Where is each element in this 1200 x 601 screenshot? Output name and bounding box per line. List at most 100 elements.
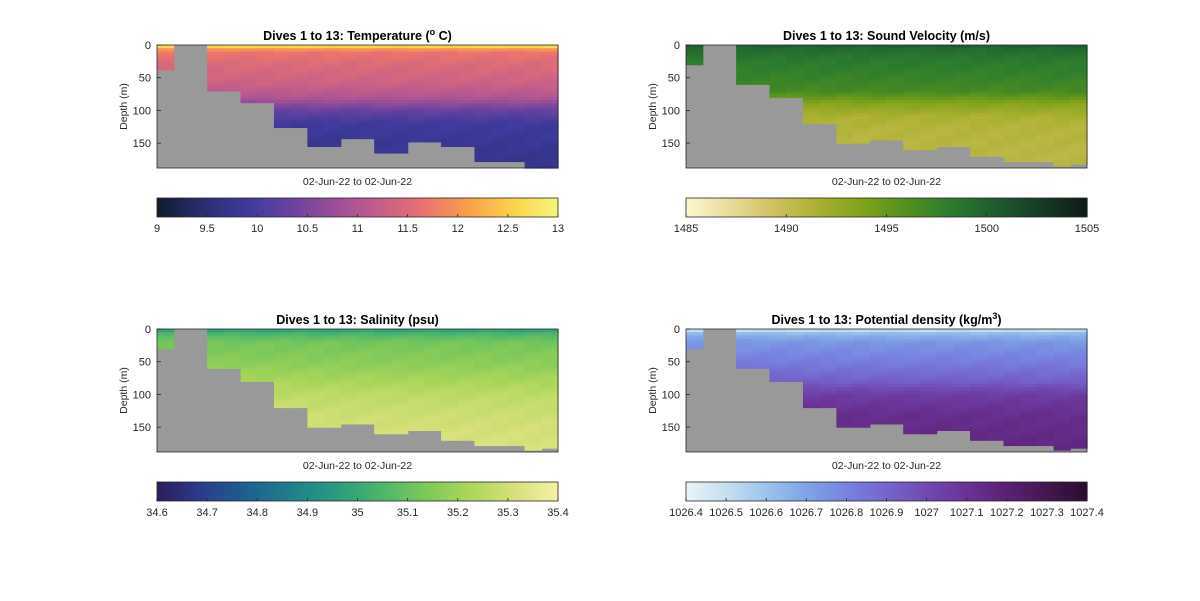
chart-title-main: Dives 1 to 13: Salinity (psu) [276,313,439,327]
heatmap-cell [1020,354,1038,359]
heatmap-cell [1070,148,1088,153]
colorbar-segment [157,198,161,217]
heatmap-cell [223,361,242,366]
heatmap-cell [1003,377,1021,382]
heatmap-cell [1003,435,1021,440]
heatmap-cell [869,70,888,75]
heatmap-cell [1003,332,1021,337]
heatmap-cell [273,364,292,369]
heatmap-cell [903,361,921,366]
heatmap-cell [441,87,459,91]
colorbar-segment [893,482,898,501]
heatmap-cell [919,67,938,72]
heatmap-cell [524,432,542,437]
heatmap-cell [1003,77,1021,82]
heatmap-cell [919,341,938,346]
heatmap-cell [1003,345,1021,350]
heatmap-cell [424,400,442,405]
heatmap-cell [1070,332,1088,337]
heatmap-cell [324,413,342,417]
heatmap-cell [919,422,938,427]
heatmap-cell [1070,109,1088,114]
heatmap-cell [1020,74,1038,78]
heatmap-cell [953,380,971,385]
colorbar-segment [1083,482,1088,501]
heatmap-cell [307,132,325,137]
heatmap-cell [970,396,988,401]
colorbar-segment [796,482,801,501]
colorbar-segment [1026,198,1031,217]
heatmap-cell [524,145,542,150]
heatmap-cell [257,45,275,49]
heatmap-cell [374,57,392,62]
heatmap-cell [986,51,1005,56]
heatmap-cell [869,106,888,111]
heatmap-cell [1020,100,1038,104]
colorbar-segment [534,482,539,501]
colorbar-segment [1040,198,1045,217]
heatmap-cell [357,364,375,369]
heatmap-cell [836,90,854,95]
heatmap-cell [340,106,359,111]
colorbar-segment [742,482,747,501]
colorbar-segment [686,482,690,501]
heatmap-cell [290,116,308,121]
colorbar-segment [819,482,824,501]
heatmap-cell [1020,64,1038,69]
heatmap-cell [836,87,854,91]
colorbar-segment [1033,198,1038,217]
heatmap-cell [769,367,787,372]
colorbar-segment [481,482,486,501]
heatmap-cell [390,119,409,124]
axes-frame [156,328,559,453]
heatmap-cell [736,361,754,366]
heatmap-cell [1036,396,1055,401]
heatmap-cell [1036,335,1055,340]
colorbar-segment [447,482,452,501]
heatmap-cell [357,406,375,411]
heatmap-cell [457,403,476,408]
colorbar-segment [1003,482,1008,501]
heatmap-cell [986,48,1005,53]
colorbar-segment [317,198,322,217]
heatmap-cell [507,103,526,108]
colorbar-segment [233,482,238,501]
heatmap-cell [769,77,787,82]
heatmap-cell [1036,345,1055,350]
heatmap-cell [257,364,275,369]
heatmap-cell [541,335,559,340]
y-tick-label: 50 [668,73,680,85]
heatmap-cell [986,351,1005,356]
heatmap-cell [769,348,787,353]
colorbar-segment [702,482,707,501]
heatmap-cell [1070,48,1088,53]
heatmap-cell [357,51,375,56]
heatmap-cell [374,119,392,124]
heatmap-cell [836,51,854,56]
heatmap-cell [307,400,325,405]
heatmap-cell [970,155,988,157]
heatmap-cell [786,329,804,333]
heatmap-cell [524,448,542,451]
heatmap-cell [524,112,542,117]
heatmap-cell [390,338,409,343]
heatmap-cell [1070,400,1088,405]
heatmap-cell [869,74,888,78]
heatmap-cell [424,116,442,121]
heatmap-cell [407,351,425,356]
colorbar-segment [527,198,532,217]
heatmap-cell [919,148,938,151]
colorbar-segment [926,198,931,217]
heatmap-cell [853,57,871,62]
heatmap-cell [1070,341,1088,346]
heatmap-cell [903,329,921,333]
colorbar-segment [782,482,787,501]
heatmap-cell [257,367,275,372]
heatmap-cell [491,116,509,121]
heatmap-cell [507,403,526,408]
heatmap-cell [240,87,258,91]
heatmap-cell [240,345,258,350]
heatmap-cell [1003,158,1021,163]
heatmap-cell [441,403,459,408]
heatmap-cell [752,48,771,53]
